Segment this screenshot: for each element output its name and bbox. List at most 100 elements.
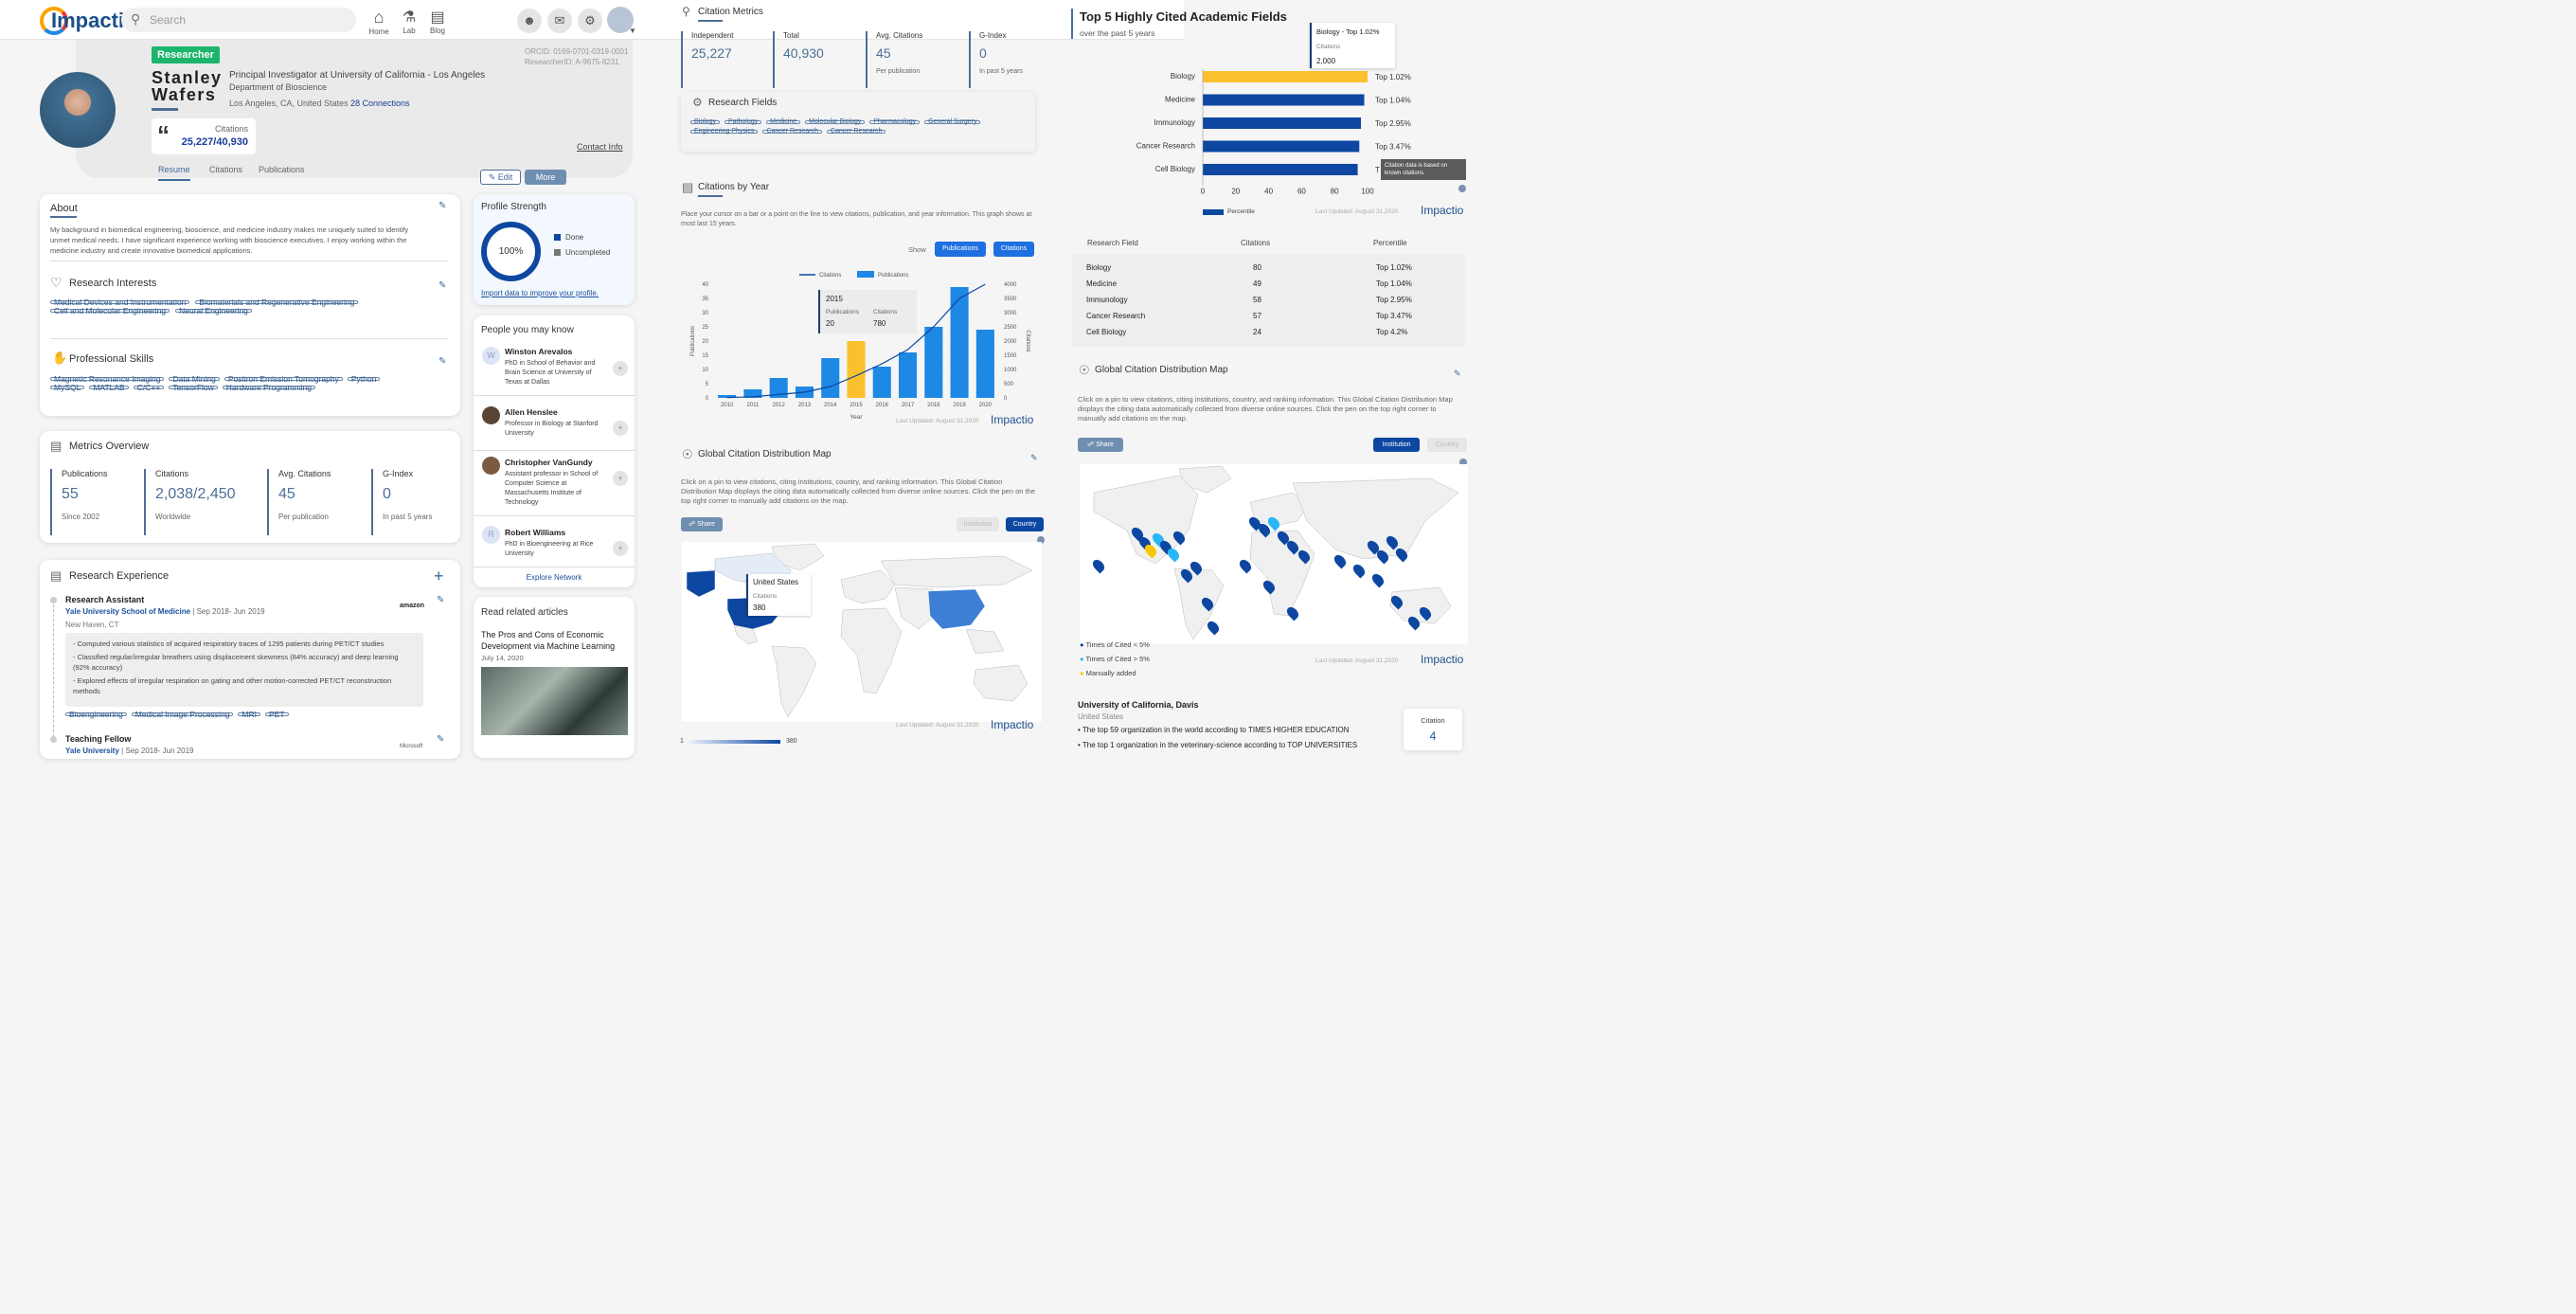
map2-country-toggle[interactable]: Country [1427, 438, 1467, 452]
job-edit-icon[interactable]: ✎ [437, 595, 445, 605]
add-contact-icon[interactable]: + [613, 361, 628, 376]
logo[interactable]: Impactio [40, 5, 136, 35]
research-fields-icon: ⚙ [692, 96, 703, 109]
field-tag[interactable]: Biology [690, 118, 720, 125]
field-tag[interactable]: Pathology [724, 118, 762, 125]
bar-2020 [975, 330, 994, 398]
more-button[interactable]: More [525, 170, 566, 185]
connections-link[interactable]: 28 Connections [350, 99, 410, 108]
job-role: Teaching Fellow [65, 734, 132, 744]
map-australia[interactable] [1389, 586, 1452, 624]
interest-tag[interactable]: Neural Engineering [175, 307, 252, 315]
article-image[interactable] [481, 667, 628, 735]
info-icon[interactable] [1459, 459, 1467, 466]
search-input[interactable]: Search [150, 13, 187, 27]
job-tag[interactable]: MRI [238, 711, 260, 718]
map2-institution-toggle[interactable]: Institution [1373, 438, 1420, 452]
chevron-down-icon[interactable]: ▼ [629, 27, 636, 35]
field-tag[interactable]: Medicine [766, 118, 801, 125]
people-icon[interactable]: ☻ [517, 9, 542, 33]
person-row[interactable]: W Winston Arevalos PhD in School of Beha… [474, 341, 635, 396]
contact-info-link[interactable]: Contact Info [577, 142, 623, 152]
add-contact-icon[interactable]: + [613, 421, 628, 436]
map-south-america[interactable] [1173, 567, 1225, 640]
map1-edit-icon[interactable]: ✎ [1030, 453, 1038, 462]
cby-title: Citations by Year [698, 182, 770, 192]
field-tag[interactable]: Pharmacology [869, 118, 921, 125]
field-tag[interactable]: Cancer Research [762, 128, 822, 135]
explore-network-link[interactable]: Explore Network [526, 573, 582, 582]
info-icon[interactable] [1037, 536, 1045, 544]
add-contact-icon[interactable]: + [613, 541, 628, 556]
field-tag[interactable]: Molecular Biology [805, 118, 866, 125]
chat-icon[interactable]: ✉ [547, 9, 572, 33]
import-data-link[interactable]: Import data to improve your profile. [481, 289, 599, 297]
map1-share-button[interactable]: ☍ Share [681, 517, 723, 531]
person-row[interactable]: Christopher VanGundy Assistant professor… [474, 452, 635, 516]
map-alaska[interactable] [686, 569, 716, 598]
tab-resume[interactable]: Resume [158, 165, 190, 181]
tab-citations[interactable]: Citations [209, 165, 243, 174]
job-tag[interactable]: PET [265, 711, 289, 718]
bell-icon[interactable]: ⚙ [578, 9, 602, 33]
add-experience-icon[interactable]: + [434, 567, 444, 585]
interests-edit-icon[interactable]: ✎ [438, 280, 447, 291]
interest-tag[interactable]: Medical Devices and Instrumentation [50, 298, 190, 306]
map2-share-button[interactable]: ☍ Share [1078, 438, 1123, 452]
map-china[interactable] [927, 588, 986, 630]
world-map-choropleth[interactable] [682, 542, 1042, 722]
info-icon[interactable] [1458, 185, 1466, 192]
map1-institution-toggle[interactable]: Institution [957, 517, 999, 531]
skill-tag[interactable]: Hardware Programming [222, 384, 316, 391]
skill-tag[interactable]: Magnetic Resonance Imaging [50, 375, 165, 383]
user-avatar-icon[interactable] [607, 7, 634, 33]
map-north-america[interactable] [1093, 475, 1199, 565]
tab-publications[interactable]: Publications [259, 165, 305, 174]
field-tag[interactable]: Cancer Research [826, 128, 886, 135]
nav-lab[interactable]: ⚗ Lab [396, 8, 422, 35]
map-asia[interactable] [894, 586, 939, 630]
map-europe[interactable] [840, 569, 896, 604]
job-org[interactable]: Yale University [65, 747, 119, 755]
person-name[interactable]: Robert Williams [505, 528, 566, 537]
person-name[interactable]: Christopher VanGundy [505, 458, 593, 467]
map-australia[interactable] [973, 664, 1029, 702]
job-org[interactable]: Yale University School of Medicine [65, 607, 191, 616]
skill-tag[interactable]: MATLAB [89, 384, 129, 391]
about-edit-icon[interactable]: ✎ [438, 201, 447, 211]
person-row[interactable]: Allen Henslee Professor in Biology at St… [474, 402, 635, 451]
map-mexico[interactable] [733, 624, 759, 645]
publications-toggle[interactable]: Publications [935, 242, 986, 257]
field-tag[interactable]: General Surgery [924, 118, 981, 125]
job-tag[interactable]: Medical Image Processing [131, 711, 234, 718]
map-southeast-asia[interactable] [965, 628, 1005, 655]
map-africa[interactable] [840, 607, 903, 694]
person-row[interactable]: R Robert Williams PhD in Bioengineering … [474, 520, 635, 567]
map-south-america[interactable] [771, 645, 817, 718]
interest-tag[interactable]: Biomaterials and Regenerative Engineerin… [195, 298, 359, 306]
map2-edit-icon[interactable]: ✎ [1454, 369, 1461, 378]
skill-tag[interactable]: TensorFlow [169, 384, 218, 391]
add-contact-icon[interactable]: + [613, 471, 628, 486]
edit-button[interactable]: ✎ Edit [480, 170, 521, 185]
skill-tag[interactable]: Python [347, 375, 381, 383]
nav-blog[interactable]: ▤ Blog [424, 8, 451, 35]
person-name[interactable]: Allen Henslee [505, 407, 558, 417]
metric-label: Avg. Citations [876, 31, 923, 40]
skills-edit-icon[interactable]: ✎ [438, 356, 447, 367]
search-box[interactable]: ⚲ Search [121, 8, 356, 32]
nav-home[interactable]: ⌂ Home [366, 8, 392, 36]
job-tag[interactable]: Bioengineering [65, 711, 127, 718]
article-headline[interactable]: The Pros and Cons of Economic Developmen… [481, 630, 616, 651]
skill-tag[interactable]: MySQL [50, 384, 85, 391]
skill-tag[interactable]: C/C++ [133, 384, 165, 391]
citations-toggle[interactable]: Citations [993, 242, 1034, 257]
job-edit-icon[interactable]: ✎ [437, 734, 445, 745]
skill-tag[interactable]: Positron Emission Tomography [224, 375, 343, 383]
skill-tag[interactable]: Data Mining [169, 375, 220, 383]
map-russia[interactable] [880, 555, 1033, 588]
field-tag[interactable]: Engineering Physics [690, 128, 759, 135]
map1-country-toggle[interactable]: Country [1006, 517, 1044, 531]
interest-tag[interactable]: Cell and Molecular Engineering [50, 307, 170, 315]
person-name[interactable]: Winston Arevalos [505, 347, 573, 356]
